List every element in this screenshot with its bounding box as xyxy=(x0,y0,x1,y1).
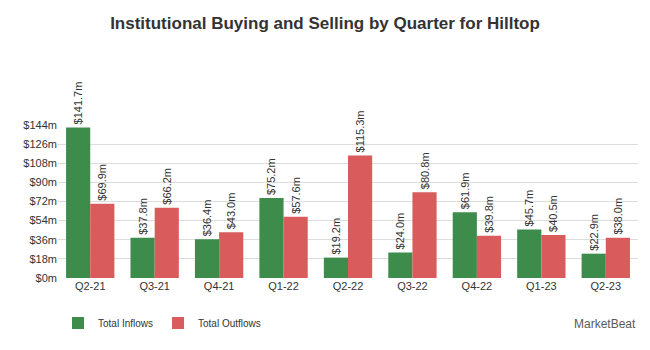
svg-text:Q4-22: Q4-22 xyxy=(462,280,493,292)
svg-text:$38.0m: $38.0m xyxy=(612,198,624,235)
svg-text:$66.2m: $66.2m xyxy=(161,168,173,205)
svg-text:Q2-23: Q2-23 xyxy=(590,280,621,292)
svg-text:$75.2m: $75.2m xyxy=(265,158,277,195)
svg-text:$19.2m: $19.2m xyxy=(330,218,342,255)
svg-text:$0m: $0m xyxy=(36,272,57,284)
svg-text:Total Outflows: Total Outflows xyxy=(198,318,261,329)
svg-text:$37.8m: $37.8m xyxy=(137,198,149,235)
svg-text:$72m: $72m xyxy=(29,195,57,207)
svg-text:Q2-22: Q2-22 xyxy=(333,280,364,292)
svg-text:$40.5m: $40.5m xyxy=(547,195,559,232)
svg-text:$22.9m: $22.9m xyxy=(588,214,600,251)
svg-text:$126m: $126m xyxy=(23,138,57,150)
svg-text:$57.6m: $57.6m xyxy=(290,177,302,214)
svg-text:Total Inflows: Total Inflows xyxy=(98,318,153,329)
svg-text:Q3-21: Q3-21 xyxy=(139,280,170,292)
svg-text:$115.3m: $115.3m xyxy=(354,110,366,152)
svg-text:Institutional Buying and Selli: Institutional Buying and Selling by Quar… xyxy=(110,14,540,33)
svg-text:Q3-22: Q3-22 xyxy=(397,280,428,292)
svg-text:$18m: $18m xyxy=(29,253,57,265)
svg-text:MarketBeat: MarketBeat xyxy=(574,317,636,331)
svg-text:$144m: $144m xyxy=(23,119,57,131)
svg-text:$39.8m: $39.8m xyxy=(483,196,495,233)
svg-text:$36m: $36m xyxy=(29,234,57,246)
svg-text:$54m: $54m xyxy=(29,214,57,226)
svg-text:Q1-23: Q1-23 xyxy=(526,280,557,292)
svg-text:$69.9m: $69.9m xyxy=(96,164,108,201)
svg-text:$24.0m: $24.0m xyxy=(394,213,406,250)
svg-text:$45.7m: $45.7m xyxy=(523,190,535,227)
svg-text:$43.0m: $43.0m xyxy=(225,193,237,230)
svg-text:$36.4m: $36.4m xyxy=(201,200,213,237)
svg-text:$141.7m: $141.7m xyxy=(72,82,84,125)
svg-text:$61.9m: $61.9m xyxy=(459,173,471,210)
svg-text:$108m: $108m xyxy=(23,157,57,169)
svg-text:$80.8m: $80.8m xyxy=(419,152,431,189)
svg-text:$90m: $90m xyxy=(29,176,57,188)
svg-text:Q1-22: Q1-22 xyxy=(268,280,299,292)
svg-text:Q4-21: Q4-21 xyxy=(204,280,235,292)
svg-text:Q2-21: Q2-21 xyxy=(75,280,106,292)
